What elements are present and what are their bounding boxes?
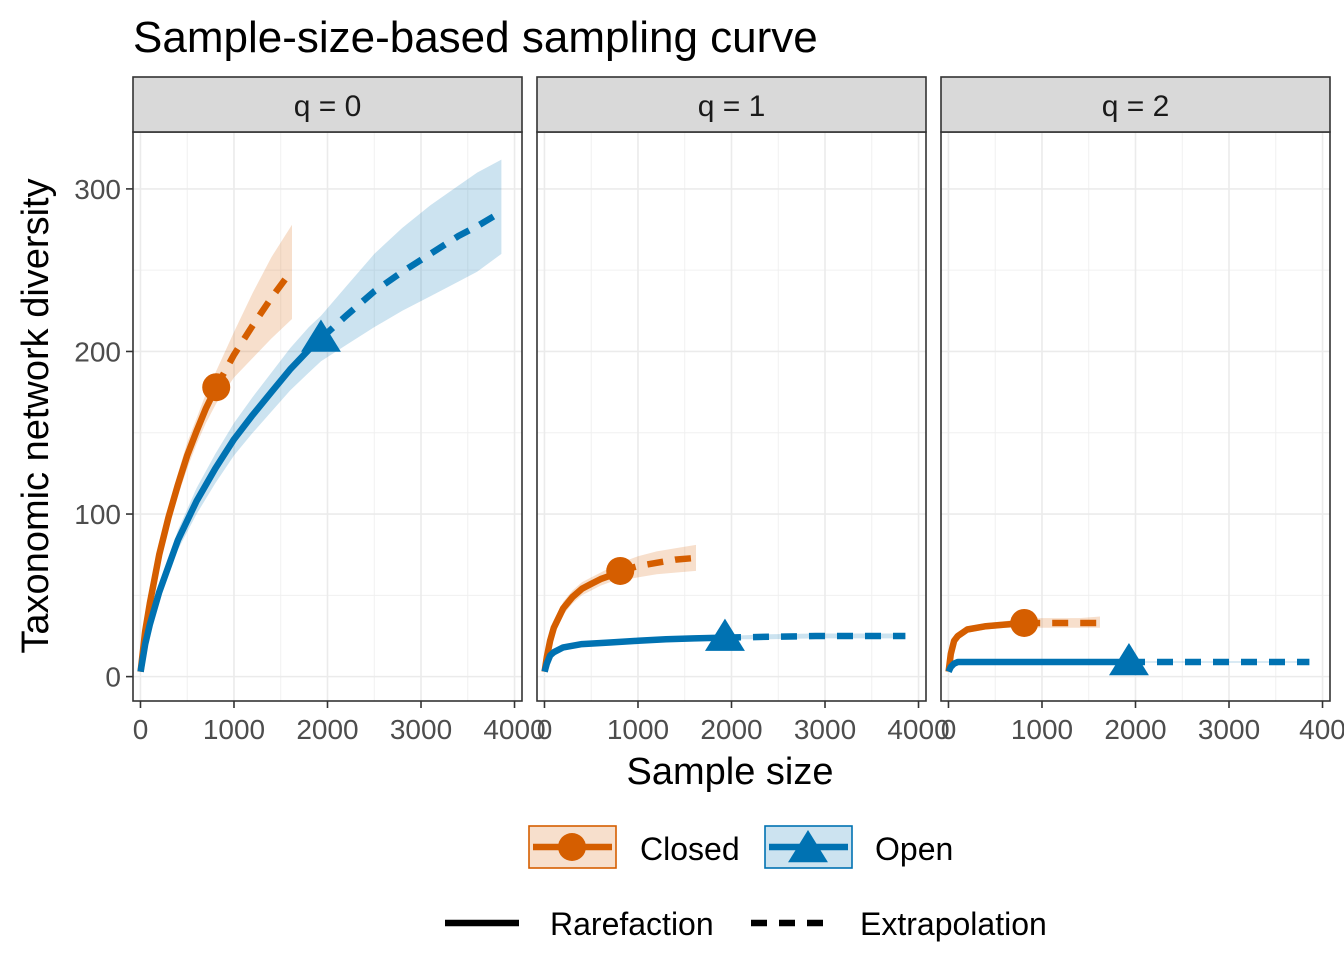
rarefaction-line	[945, 619, 1025, 673]
x-tick-label: 1000	[203, 714, 265, 745]
x-tick-label: 0	[941, 714, 957, 745]
x-tick-label: 2000	[296, 714, 358, 745]
y-axis-title: Taxonomic network diversity	[15, 178, 57, 653]
strip-label: q = 0	[294, 90, 362, 123]
x-tick-label: 1000	[607, 714, 669, 745]
x-tick-label: 3000	[390, 714, 452, 745]
rarefaction-line	[137, 336, 324, 673]
legend-label: Rarefaction	[550, 906, 714, 942]
facet-panel: q = 2 0 1000 2000 3000 400	[940, 76, 1344, 745]
x-tick-label: 0	[537, 714, 553, 745]
legend-item-closed: Closed	[528, 825, 740, 869]
rarefaction-line	[541, 634, 726, 673]
x-tick-label: 4000	[887, 714, 949, 745]
x-tick-label: 2000	[700, 714, 762, 745]
x-tick-label: 1000	[1011, 714, 1073, 745]
observed-point	[606, 556, 635, 585]
legend-label: Closed	[640, 831, 740, 867]
strip-background	[536, 76, 927, 133]
legend: Closed Open Rarefaction Extrapolation	[445, 825, 1047, 942]
extrapolation-line	[318, 208, 504, 341]
legend-item-open: Open	[764, 825, 953, 869]
observed-point	[1010, 608, 1039, 637]
legend-key-circle	[558, 833, 586, 861]
x-tick-label: 3000	[794, 714, 856, 745]
x-axis-title: Sample size	[627, 751, 834, 793]
strip-label: q = 2	[1102, 90, 1170, 123]
facet-panel: q = 0 0 1000 2000 3000 4000 0 100 200 300	[74, 76, 546, 745]
confidence-band	[140, 224, 292, 672]
rarefaction-line	[541, 567, 622, 673]
rarefaction-line	[137, 385, 220, 673]
x-tick-label: 2000	[1104, 714, 1166, 745]
panel-data	[541, 544, 906, 673]
x-tick-label: 400	[1299, 714, 1344, 745]
legend-label: Open	[875, 831, 953, 867]
observed-point	[301, 319, 341, 352]
chart-title: Sample-size-based sampling curve	[133, 13, 818, 62]
y-tick-label: 0	[105, 662, 121, 693]
y-tick-label: 200	[74, 336, 121, 367]
extrapolation-line	[724, 632, 906, 641]
rarefaction-line	[945, 658, 1129, 674]
facet-panel: q = 1 0 1000 2000 3000 4000	[536, 76, 950, 745]
legend-item-extrapolation: Extrapolation	[751, 906, 1047, 942]
legend-label: Extrapolation	[860, 906, 1047, 942]
observed-point	[1109, 642, 1149, 676]
observed-point	[705, 618, 745, 651]
y-tick-label: 100	[74, 499, 121, 530]
panel-data	[945, 608, 1310, 676]
x-tick-label: 3000	[1198, 714, 1260, 745]
strip-background	[132, 76, 523, 133]
strip-label: q = 1	[698, 90, 766, 123]
confidence-band	[140, 159, 502, 672]
x-tick-label: 0	[133, 714, 149, 745]
panel-data	[137, 159, 504, 673]
legend-key-triangle	[788, 830, 828, 863]
strip-background	[940, 76, 1331, 133]
x-tick-label: 4000	[483, 714, 545, 745]
legend-item-rarefaction: Rarefaction	[445, 906, 714, 942]
y-tick-label: 300	[74, 174, 121, 205]
extrapolation-line	[213, 268, 295, 389]
observed-point	[202, 373, 231, 402]
